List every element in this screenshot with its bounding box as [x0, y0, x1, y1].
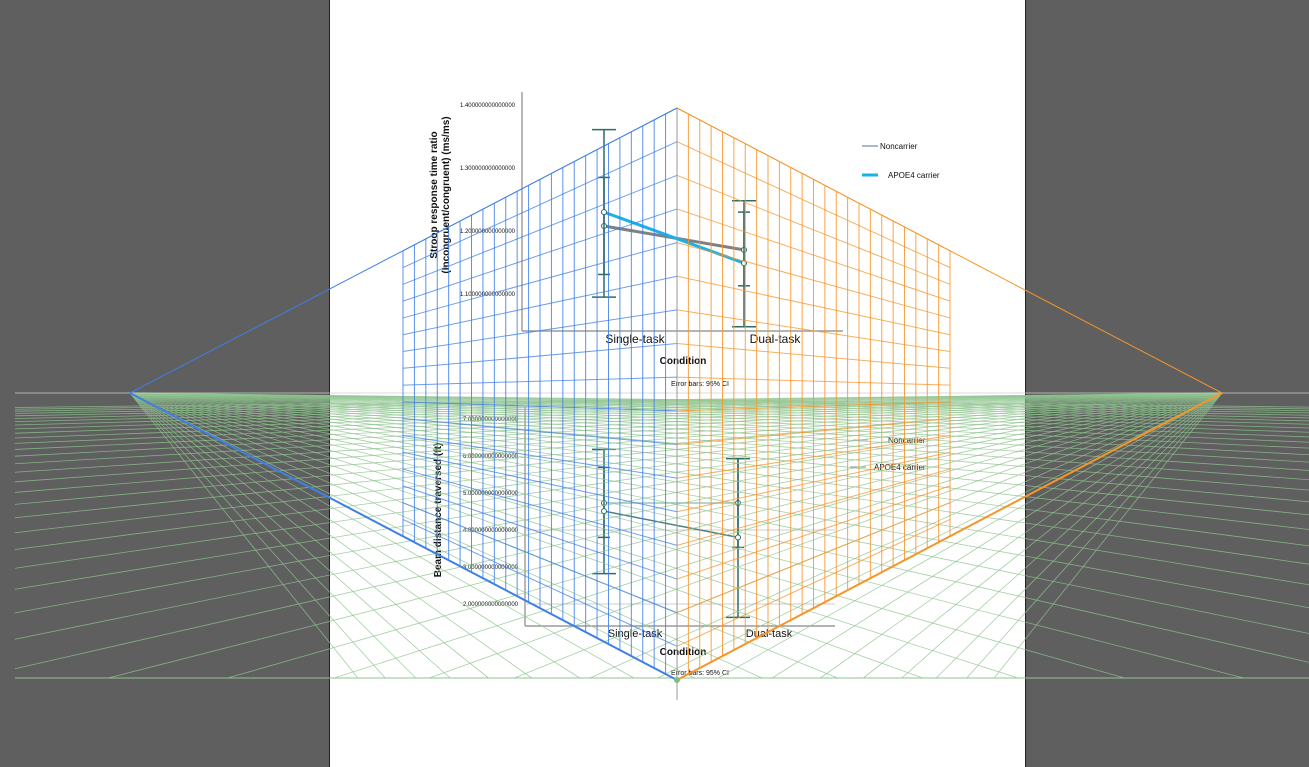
- legend-label: Noncarrier: [880, 142, 918, 151]
- data-point: [601, 209, 607, 216]
- y-axis-title: Stroop response time ratio: [429, 131, 440, 258]
- series-noncarrier: Noncarrier: [598, 436, 926, 549]
- x-tick-label: Dual-task: [750, 332, 802, 346]
- x-tick-label: Single-task: [605, 332, 665, 346]
- series-apoe4-carrier: APOE4 carrier: [592, 128, 940, 328]
- x-axis-title: Condition: [660, 356, 707, 367]
- y-axis-title: (Incongruent/congruent) (ms/ms): [441, 116, 452, 273]
- y-tick-label: 1.100000000000000: [460, 292, 516, 298]
- series-line: [603, 510, 739, 539]
- y-tick-label: 1.300000000000000: [460, 166, 516, 172]
- y-axis-title: Beam distance traversed (ft): [433, 443, 444, 578]
- y-tick-label: 7.000000000000000: [463, 417, 519, 423]
- legend-label: APOE4 carrier: [874, 463, 926, 472]
- footnote: Error bars: 95% CI: [671, 381, 729, 388]
- legend-label: APOE4 carrier: [888, 171, 940, 180]
- y-tick-label: 5.000000000000000: [463, 491, 519, 497]
- y-tick-label: 2.000000000000000: [463, 602, 519, 608]
- y-tick-label: 6.000000000000000: [463, 454, 519, 460]
- data-point: [601, 508, 607, 515]
- legend-label: Noncarrier: [888, 436, 926, 445]
- x-axis-title: Condition: [660, 647, 707, 658]
- chart-1: 1.100000000000000 1.200000000000000 1.3000…: [429, 92, 940, 388]
- y-tick-label: 1.400000000000000: [460, 103, 516, 109]
- y-tick-label: 4.000000000000000: [463, 528, 519, 534]
- data-point: [735, 534, 741, 541]
- y-tick-label: 3.000000000000000: [463, 565, 519, 571]
- series-apoe4-carrier: APOE4 carrier: [592, 448, 926, 619]
- series-noncarrier: Noncarrier: [598, 142, 918, 287]
- footnote: Error bars: 95% CI: [671, 670, 729, 677]
- chart-2: 2.000000000000000 3.000000000000000 4.0000…: [433, 407, 926, 677]
- data-point: [741, 260, 747, 267]
- x-tick-label: Dual-task: [746, 628, 793, 640]
- series-line: [603, 210, 745, 265]
- y-tick-label: 1.200000000000000: [460, 229, 516, 235]
- x-tick-label: Single-task: [608, 628, 663, 640]
